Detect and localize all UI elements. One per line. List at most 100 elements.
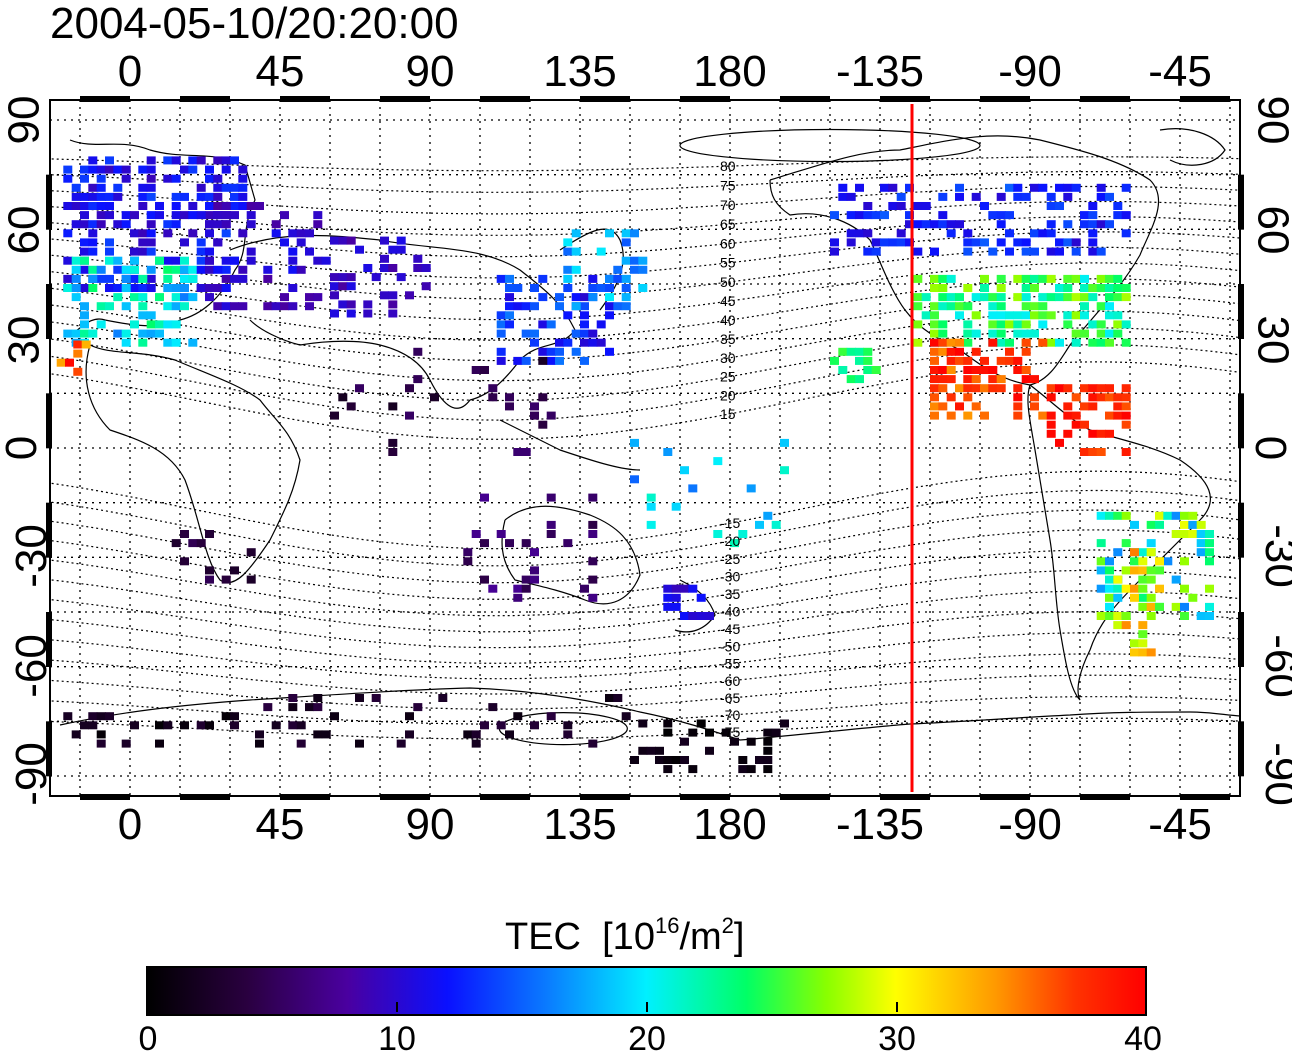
tec-cell (588, 557, 598, 566)
tec-cell (946, 375, 956, 384)
tec-cell (238, 302, 248, 311)
tec-cell (1138, 639, 1148, 648)
tec-cell (955, 302, 964, 311)
tec-cell (255, 739, 264, 748)
tec-cell (1046, 311, 1056, 320)
tec-cell (1121, 284, 1131, 292)
tec-cell (888, 183, 898, 192)
tec-cell (1013, 274, 1023, 283)
tec-cell (1030, 183, 1039, 192)
tec-cell (855, 356, 864, 365)
tec-cell (1038, 183, 1048, 192)
tec-cell (88, 229, 98, 238)
tec-cell (96, 202, 106, 210)
tec-cell (755, 756, 764, 764)
tec-cell (613, 302, 623, 311)
tec-cell (65, 358, 74, 367)
tec-cell (1080, 311, 1089, 320)
frame-bar-top (780, 96, 830, 102)
tec-cell (538, 420, 548, 429)
magnetic-latitude-label: -35 (720, 586, 740, 602)
tec-cell (521, 448, 531, 456)
tec-cell (1105, 302, 1114, 311)
tec-cell (1121, 511, 1131, 520)
tec-cell (163, 265, 173, 274)
tec-cell (155, 329, 164, 338)
tec-cell (138, 183, 148, 192)
tec-cell (205, 256, 214, 265)
tec-cell (213, 220, 223, 229)
magnetic-latitude-label: -25 (720, 551, 740, 567)
tec-cell (56, 358, 66, 367)
tec-cell (80, 165, 89, 174)
tec-cell (938, 192, 948, 201)
tec-cell (1113, 329, 1123, 338)
tec-cell (763, 765, 773, 774)
tec-cell (1046, 247, 1056, 256)
tec-cell (1021, 192, 1031, 201)
tec-cell (413, 703, 423, 712)
tec-cell (105, 247, 114, 256)
tec-cell (71, 265, 81, 274)
tec-cell (738, 756, 748, 764)
tec-cell (421, 264, 431, 272)
tec-cell (88, 247, 98, 256)
tec-cell (1113, 593, 1123, 602)
tec-cell (621, 256, 631, 265)
tec-cell (830, 247, 839, 256)
tec-cell (471, 739, 481, 748)
tec-cell (1113, 202, 1123, 210)
tec-cell (896, 238, 906, 247)
tec-cell (188, 211, 198, 220)
tec-cell (1188, 511, 1198, 520)
tec-cell (846, 375, 856, 384)
tec-cell (980, 384, 989, 393)
tec-cell (463, 548, 473, 557)
tec-cell (1113, 393, 1123, 402)
tec-cell (930, 411, 939, 420)
tec-cell (1180, 511, 1189, 520)
tec-cell (213, 265, 223, 274)
tec-cell (163, 174, 173, 183)
top-lon-tick: 45 (255, 47, 305, 96)
tec-cell (930, 247, 939, 256)
tec-cell (205, 721, 214, 730)
tec-cell (71, 293, 81, 302)
tec-cell (88, 165, 98, 174)
tec-cell (971, 375, 981, 384)
magnetic-latitude-line (50, 509, 1240, 584)
tec-cell (163, 284, 173, 292)
tec-cell (605, 302, 614, 311)
tec-cell (330, 712, 339, 721)
tec-cell (1146, 566, 1156, 575)
tec-cell (388, 309, 398, 318)
tec-cell (146, 284, 156, 292)
tec-cell (1030, 302, 1039, 311)
tec-cell (680, 584, 689, 593)
tec-cell (196, 539, 206, 548)
tec-cell (280, 293, 289, 302)
tec-cell (205, 284, 214, 292)
tec-cell (1080, 402, 1089, 411)
tec-cell (288, 284, 298, 292)
tec-cell (163, 156, 173, 165)
tec-cell (938, 220, 948, 229)
tec-cell (1096, 612, 1106, 620)
tec-cell (1138, 593, 1148, 602)
tec-cell (946, 366, 956, 374)
tec-cell (630, 438, 639, 447)
tec-cell (213, 302, 223, 311)
tec-cell (1130, 639, 1139, 648)
tec-cell (1021, 366, 1031, 374)
tec-cell (171, 320, 181, 329)
tec-cell (963, 411, 973, 420)
tec-cell (563, 247, 573, 256)
frame-bar-top (680, 96, 730, 102)
tec-cell (1088, 247, 1098, 256)
tec-cell (1046, 384, 1056, 393)
tec-cell (596, 320, 606, 329)
tec-cell (246, 220, 256, 229)
tec-cell (138, 238, 148, 247)
tec-cell (830, 238, 839, 247)
tec-cell (255, 730, 264, 739)
